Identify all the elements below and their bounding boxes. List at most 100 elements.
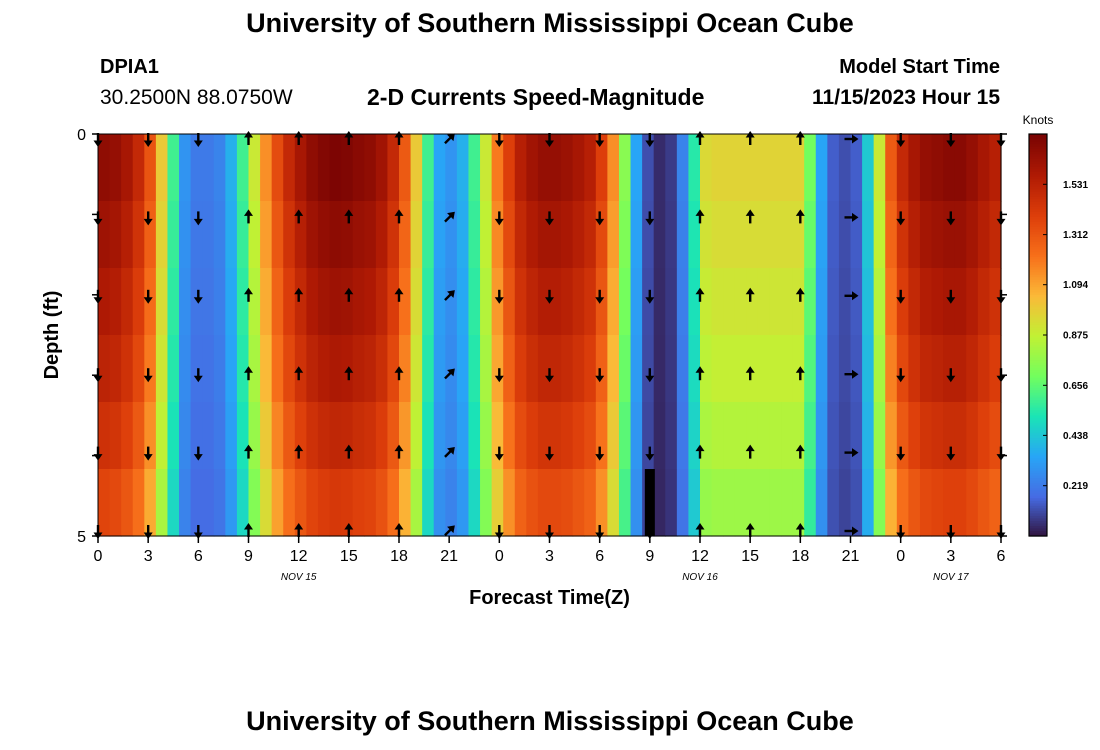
heatmap-cell <box>387 402 400 470</box>
heatmap-cell <box>815 469 828 537</box>
heatmap-cell <box>514 469 527 537</box>
colorbar-segment <box>1029 159 1047 163</box>
heatmap-cell <box>503 268 516 336</box>
colorbar-segment <box>1029 289 1047 293</box>
x-tick-label: 12 <box>691 548 709 565</box>
heatmap-cell <box>213 134 226 202</box>
colorbar-segment <box>1029 370 1047 374</box>
current-arrow <box>896 446 906 461</box>
colorbar-segment <box>1029 518 1047 522</box>
heatmap-cell <box>908 335 921 403</box>
colorbar-segment <box>1029 500 1047 504</box>
heatmap-cell <box>283 201 296 269</box>
heatmap-cell <box>503 402 516 470</box>
heatmap-cell <box>422 134 435 202</box>
heatmap-cell <box>468 335 481 403</box>
x-tick-label: 0 <box>94 548 103 565</box>
heatmap-cell <box>190 402 203 470</box>
footer-title: University of Southern Mississippi Ocean… <box>246 706 854 736</box>
heatmap-cell <box>132 335 145 403</box>
colorbar-segment <box>1029 264 1047 268</box>
heatmap-cell <box>746 469 759 537</box>
colorbar-segment <box>1029 345 1047 349</box>
x-tick-label: 6 <box>997 548 1006 565</box>
heatmap-cell <box>792 134 805 202</box>
heatmap-cell <box>734 268 747 336</box>
colorbar-segment <box>1029 209 1047 213</box>
current-arrow <box>545 525 554 539</box>
x-tick-label: 21 <box>842 548 860 565</box>
colorbar-segment <box>1029 154 1047 158</box>
heatmap-cell <box>352 134 365 202</box>
colorbar-segment <box>1029 194 1047 198</box>
heatmap-cell <box>491 335 504 403</box>
current-arrow <box>294 287 304 302</box>
heatmap-cell <box>943 469 956 537</box>
colorbar-title: Knots <box>1023 113 1054 127</box>
heatmap-cell <box>966 335 979 403</box>
heatmap-cell <box>236 268 250 336</box>
current-arrow <box>193 211 203 226</box>
heatmap-cell <box>746 134 759 202</box>
heatmap-cell <box>954 201 967 269</box>
heatmap-cell <box>202 201 215 269</box>
colorbar-segment <box>1029 495 1047 499</box>
colorbar-segment <box>1029 332 1047 336</box>
colorbar-segment <box>1029 327 1047 331</box>
colorbar-segment <box>1029 365 1047 369</box>
heatmap-cell <box>144 268 157 336</box>
heatmap-cell <box>966 268 979 336</box>
colorbar-segment <box>1029 164 1047 168</box>
heatmap-cell <box>607 402 620 470</box>
heatmap-cell <box>757 335 771 403</box>
colorbar-segment <box>1029 392 1047 396</box>
current-arrow <box>394 523 404 537</box>
heatmap-cell <box>144 469 157 537</box>
heatmap-cell <box>873 469 886 537</box>
heatmap-cell <box>977 134 991 202</box>
current-arrow <box>394 287 404 302</box>
heatmap-cell <box>896 134 909 202</box>
colorbar-segment <box>1029 322 1047 326</box>
heatmap-cell <box>109 201 122 269</box>
heatmap-cell <box>977 402 991 470</box>
heatmap-cell <box>572 469 585 537</box>
heatmap-cell <box>260 201 273 269</box>
current-arrow <box>946 211 956 226</box>
current-arrow <box>795 366 805 381</box>
heatmap-cell <box>514 268 527 336</box>
heatmap-cell <box>757 469 771 537</box>
heatmap-cell <box>561 402 574 470</box>
colorbar-segment <box>1029 284 1047 288</box>
heatmap-cell <box>977 335 991 403</box>
colorbar-segment <box>1029 513 1047 517</box>
x-tick-label: 0 <box>495 548 504 565</box>
current-arrow <box>996 446 1006 461</box>
heatmap-cell <box>317 201 331 269</box>
colorbar-segment <box>1029 267 1047 271</box>
current-arrow <box>494 211 504 226</box>
heatmap-cell <box>931 402 944 470</box>
colorbar-segment <box>1029 161 1047 165</box>
heatmap-cell <box>943 402 956 470</box>
heatmap-cell <box>781 201 794 269</box>
heatmap-cell <box>329 469 342 537</box>
heatmap-cell <box>399 402 412 470</box>
heatmap-cell <box>456 134 470 202</box>
colorbar-segment <box>1029 473 1047 477</box>
heatmap-cell <box>757 402 771 470</box>
current-arrow <box>795 287 805 302</box>
heatmap-cell <box>676 335 690 403</box>
heatmap-cell <box>132 469 145 537</box>
heatmap-cell <box>410 134 423 202</box>
heatmap-cell <box>584 469 597 537</box>
colorbar-segment <box>1029 287 1047 291</box>
heatmap-cell <box>225 402 238 470</box>
heatmap-cell <box>202 335 215 403</box>
colorbar-segment <box>1029 224 1047 228</box>
heatmap-cell <box>966 402 979 470</box>
heatmap-cell <box>781 402 794 470</box>
colorbar-segment <box>1029 470 1047 474</box>
current-arrow <box>143 446 153 461</box>
colorbar-segment <box>1029 269 1047 273</box>
